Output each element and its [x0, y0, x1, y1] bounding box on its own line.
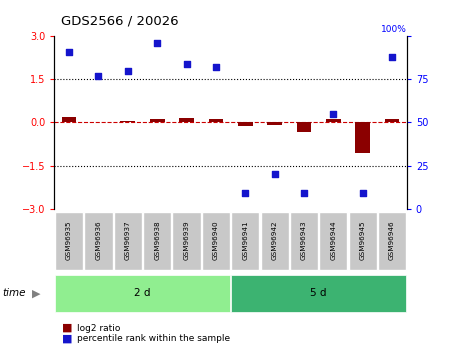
Bar: [326, 119, 341, 122]
Bar: [297, 122, 311, 132]
Bar: [349, 211, 377, 270]
Bar: [290, 211, 318, 270]
Point: [65, 49, 73, 55]
Bar: [319, 211, 348, 270]
Bar: [209, 119, 223, 122]
Bar: [91, 121, 106, 122]
Text: GDS2566 / 20026: GDS2566 / 20026: [61, 14, 179, 28]
Text: GSM96942: GSM96942: [272, 221, 278, 260]
Text: ■: ■: [61, 323, 72, 333]
Text: GSM96945: GSM96945: [360, 221, 366, 260]
Point: [330, 111, 337, 117]
Text: ■: ■: [61, 333, 72, 343]
Text: ▶: ▶: [32, 288, 41, 298]
Text: GSM96940: GSM96940: [213, 221, 219, 260]
Point: [271, 171, 279, 177]
Text: GSM96939: GSM96939: [184, 221, 190, 260]
Text: GSM96935: GSM96935: [66, 221, 72, 260]
Text: time: time: [2, 288, 26, 298]
Bar: [238, 122, 253, 126]
Bar: [121, 121, 135, 122]
Text: GSM96943: GSM96943: [301, 221, 307, 260]
Text: percentile rank within the sample: percentile rank within the sample: [77, 334, 230, 343]
Bar: [150, 119, 165, 122]
Point: [124, 68, 131, 73]
Bar: [378, 211, 406, 270]
Text: 2 d: 2 d: [134, 288, 151, 298]
Bar: [355, 122, 370, 152]
Bar: [62, 117, 77, 122]
Text: GSM96937: GSM96937: [125, 221, 131, 260]
Text: GSM96936: GSM96936: [96, 221, 101, 260]
Text: GSM96946: GSM96946: [389, 221, 395, 260]
Bar: [55, 211, 83, 270]
Text: GSM96944: GSM96944: [330, 221, 336, 260]
Bar: [84, 211, 113, 270]
Point: [300, 190, 308, 196]
Text: 100%: 100%: [381, 26, 407, 34]
Text: log2 ratio: log2 ratio: [77, 324, 121, 333]
Bar: [143, 211, 171, 270]
Bar: [173, 211, 201, 270]
Point: [183, 61, 190, 67]
Text: 5 d: 5 d: [310, 288, 327, 298]
Bar: [179, 118, 194, 122]
Bar: [261, 211, 289, 270]
Text: GSM96941: GSM96941: [242, 221, 248, 260]
Point: [95, 73, 102, 79]
Bar: [385, 119, 399, 122]
Bar: [55, 275, 230, 312]
Bar: [267, 122, 282, 125]
Bar: [202, 211, 230, 270]
Point: [212, 65, 219, 70]
Bar: [231, 275, 406, 312]
Point: [153, 40, 161, 46]
Bar: [114, 211, 142, 270]
Bar: [231, 211, 259, 270]
Point: [388, 54, 396, 60]
Point: [242, 190, 249, 196]
Text: GSM96938: GSM96938: [154, 221, 160, 260]
Point: [359, 190, 367, 196]
